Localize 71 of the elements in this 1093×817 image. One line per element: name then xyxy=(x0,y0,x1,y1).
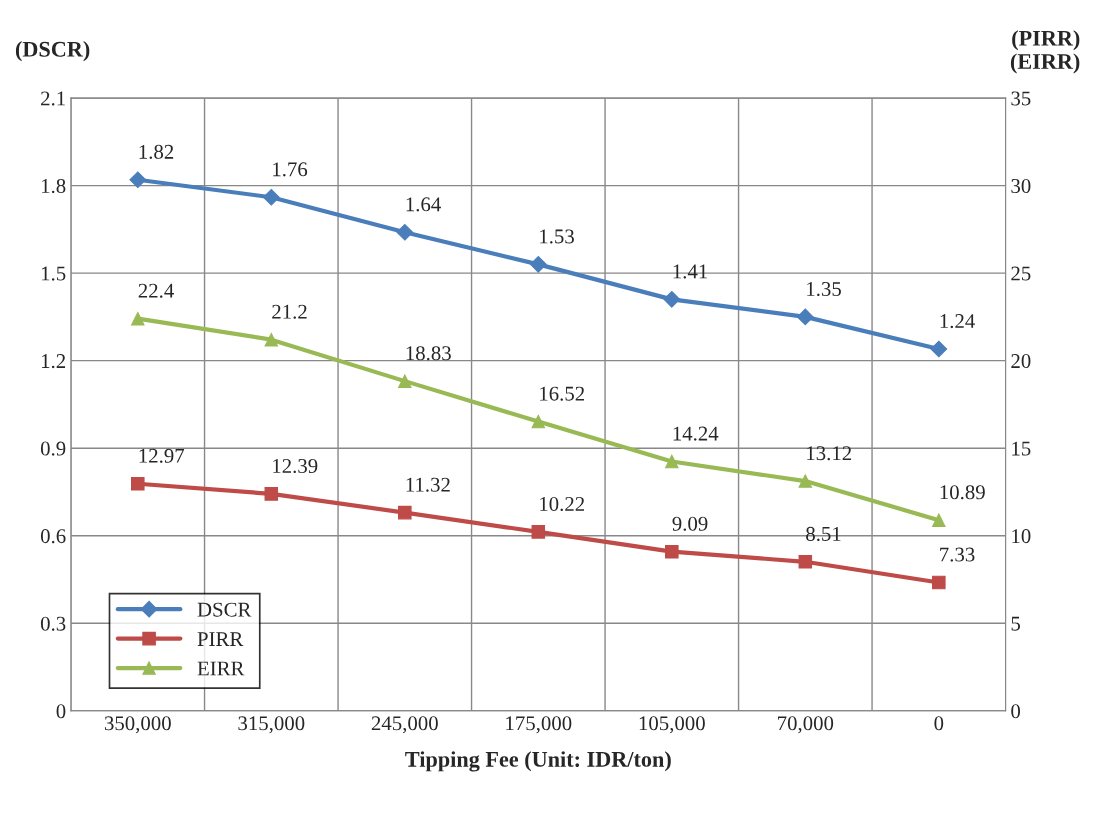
y2-tick-label: 30 xyxy=(1011,178,1031,194)
data-label: 7.33 xyxy=(940,547,975,562)
x-axis-title: Tipping Fee (Unit: IDR/ton) xyxy=(405,751,671,772)
y2-tick-label: 10 xyxy=(1012,529,1031,544)
y2-tick-label: 20 xyxy=(1011,354,1031,369)
point xyxy=(529,255,547,273)
data-label: 1.24 xyxy=(940,314,975,329)
point xyxy=(264,487,279,501)
y-tick-label: 0 xyxy=(56,704,66,719)
data-label: 18.83 xyxy=(406,346,451,361)
point xyxy=(798,555,813,569)
legend-label: EIRR xyxy=(197,661,245,676)
y2-tick-label: 15 xyxy=(1012,441,1031,456)
data-label: 1.64 xyxy=(406,197,441,212)
y2-tick-label: 25 xyxy=(1011,266,1031,281)
data-label: 1.82 xyxy=(139,144,174,159)
x-tick-label: 70,000 xyxy=(778,716,834,734)
data-label: 21.2 xyxy=(272,304,307,319)
y2-axis-title: (PIRR) (EIRR) xyxy=(1010,30,1080,74)
legend-label: PIRR xyxy=(197,632,244,646)
data-label: 1.53 xyxy=(540,229,574,244)
x-tick-label: 315,000 xyxy=(238,716,305,734)
point xyxy=(131,311,145,326)
y-tick-label: 1.2 xyxy=(41,354,66,369)
x-tick-label: 245,000 xyxy=(371,716,438,734)
point xyxy=(531,414,546,429)
data-label: 22.4 xyxy=(138,283,174,298)
y-tick-label: 2.1 xyxy=(41,91,65,106)
point xyxy=(262,188,280,206)
y-axis-title: (DSCR) xyxy=(15,41,90,62)
point xyxy=(665,454,679,469)
point xyxy=(398,505,412,520)
y-tick-label: 0.3 xyxy=(40,616,66,631)
data-label: 12.97 xyxy=(139,448,185,463)
point xyxy=(932,513,946,527)
point xyxy=(663,291,681,308)
point xyxy=(398,374,412,388)
point xyxy=(396,223,414,241)
data-label: 8.51 xyxy=(806,526,841,541)
point xyxy=(129,171,147,189)
y-tick-label: 0.6 xyxy=(40,529,66,544)
data-label: 12.39 xyxy=(273,458,318,474)
y-tick-label: 1.8 xyxy=(41,178,66,194)
point xyxy=(796,308,814,326)
data-label: 9.09 xyxy=(672,516,708,531)
point xyxy=(798,474,813,488)
x-tick-label: 350,000 xyxy=(104,716,171,734)
point xyxy=(665,544,679,559)
point xyxy=(264,332,279,347)
data-label: 1.76 xyxy=(273,162,308,177)
data-label: 1.35 xyxy=(807,281,841,297)
x-tick-label: 0 xyxy=(934,716,944,731)
x-tick-label: 105,000 xyxy=(639,716,705,734)
data-label: 16.52 xyxy=(540,386,585,401)
legend-label: DSCR xyxy=(197,602,252,617)
point xyxy=(930,340,948,358)
data-label: 13.12 xyxy=(807,446,852,461)
x-tick-label: 175,000 xyxy=(506,716,572,734)
y2-tick-label: 5 xyxy=(1011,616,1021,631)
point xyxy=(131,476,145,491)
point xyxy=(531,525,546,539)
data-label: 11.32 xyxy=(406,477,450,492)
y2-tick-label: 0 xyxy=(1011,704,1021,719)
data-label: 1.41 xyxy=(673,264,708,279)
y-tick-label: 1.5 xyxy=(41,266,66,281)
y2-tick-label: 35 xyxy=(1011,91,1031,106)
data-label: 10.89 xyxy=(940,485,985,500)
y-tick-label: 0.9 xyxy=(40,441,66,456)
data-label: 14.24 xyxy=(673,426,719,441)
point xyxy=(932,575,946,590)
data-label: 10.22 xyxy=(540,496,585,512)
